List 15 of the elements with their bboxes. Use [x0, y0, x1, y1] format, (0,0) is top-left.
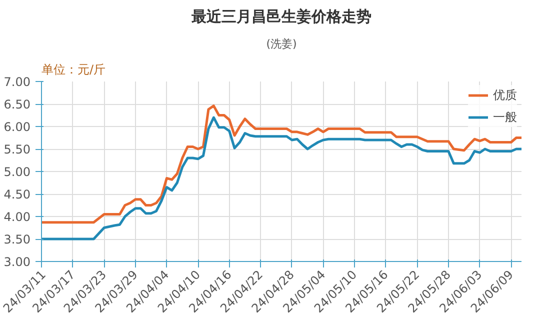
y-tick-label: 6.50	[4, 98, 30, 112]
y-tick-label: 3.00	[4, 255, 30, 269]
line-series	[42, 104, 522, 224]
y-tick-label: 3.50	[4, 232, 30, 246]
legend-label: 一般	[493, 108, 517, 126]
y-tick-label: 4.50	[4, 188, 30, 202]
legend-label: 优质	[493, 86, 517, 104]
y-tick-label: 7.00	[4, 75, 30, 89]
y-tick-label: 5.00	[4, 165, 30, 179]
chart-title: 最近三月昌邑生姜价格走势	[190, 8, 372, 26]
y-axis-title: 单位：元/斤	[42, 62, 106, 76]
y-tick-label: 4.00	[4, 210, 30, 224]
y-tick-label: 6.00	[4, 120, 30, 134]
chart-subtitle: (洗姜)	[266, 38, 297, 50]
y-tick-label: 5.50	[4, 142, 30, 156]
